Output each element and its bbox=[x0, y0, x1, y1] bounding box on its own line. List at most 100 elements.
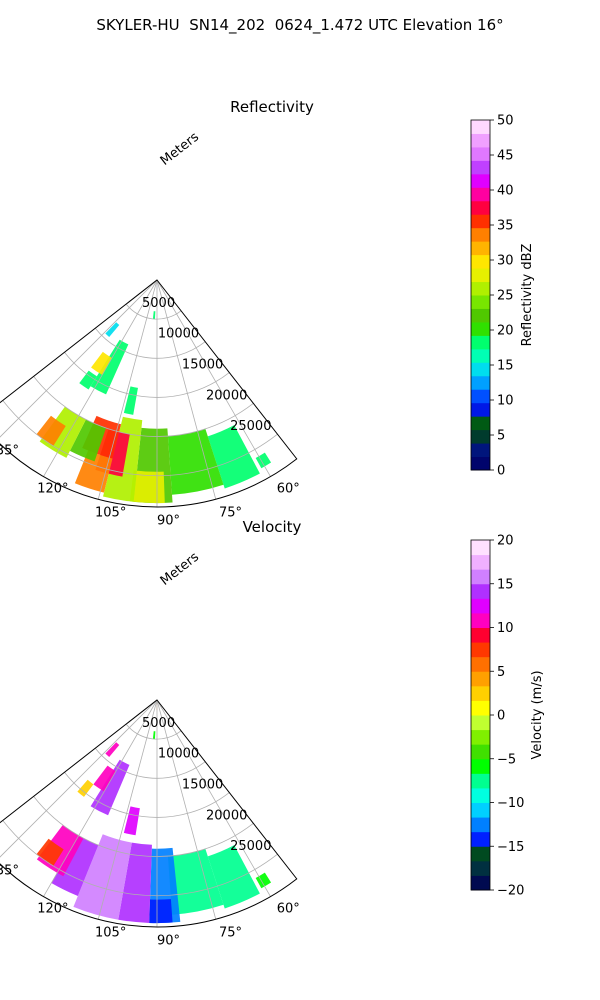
velocity-azimuth-ticks: 60° 75° 90° 105° 120° 135° bbox=[0, 863, 300, 948]
colorbar-segment bbox=[471, 656, 490, 672]
colorbar-segment bbox=[471, 254, 490, 269]
colorbar-segment bbox=[471, 554, 490, 570]
velocity-panel-title: Velocity bbox=[243, 518, 302, 536]
colorbar-segment bbox=[471, 569, 490, 585]
azimuth-spoke bbox=[156, 699, 217, 920]
colorbar-segment bbox=[471, 268, 490, 283]
range-tick-label: 5000 bbox=[142, 716, 175, 731]
echo-region bbox=[123, 806, 140, 836]
azimuth-spoke bbox=[43, 699, 158, 897]
colorbar-segment bbox=[471, 416, 490, 431]
colorbar-segment bbox=[471, 846, 490, 862]
azimuth-spoke bbox=[97, 279, 158, 500]
colorbar-segment bbox=[471, 860, 490, 876]
echo-region bbox=[105, 322, 120, 337]
azimuth-tick-label: 120° bbox=[37, 901, 68, 916]
colorbar-tick-label: −5 bbox=[497, 752, 516, 767]
colorbar-tick-label: −20 bbox=[497, 884, 524, 899]
colorbar-segment bbox=[471, 642, 490, 658]
azimuth-tick-label: 90° bbox=[157, 934, 180, 949]
colorbar-segment bbox=[471, 214, 490, 229]
echo-region bbox=[152, 311, 156, 320]
reflectivity-azimuth-ticks: 60° 75° 90° 105° 120° 135° bbox=[0, 443, 300, 528]
echo-region bbox=[93, 765, 116, 792]
colorbar-tick-label: 40 bbox=[497, 184, 514, 199]
colorbar-segment bbox=[471, 773, 490, 789]
colorbar-segment bbox=[471, 627, 490, 643]
range-ring bbox=[33, 376, 254, 437]
colorbar-tick-label: 0 bbox=[497, 709, 505, 724]
echo-region bbox=[152, 731, 156, 740]
range-tick-label: 25000 bbox=[230, 839, 271, 854]
colorbar-segment bbox=[471, 787, 490, 803]
range-ring bbox=[2, 820, 278, 897]
colorbar-tick-label: 5 bbox=[497, 665, 505, 680]
echo-region bbox=[207, 425, 260, 489]
colorbar-segment bbox=[471, 348, 490, 363]
colorbar-tick-label: 5 bbox=[497, 429, 505, 444]
echo-region bbox=[167, 848, 224, 915]
azimuth-tick-label: 75° bbox=[219, 925, 242, 940]
velocity-panel: Velocity 5000 10000 15000 20000 25000 60° 75°… bbox=[0, 518, 545, 949]
echo-region bbox=[91, 351, 112, 375]
colorbar-segment bbox=[471, 120, 490, 134]
reflectivity-panel: Reflectivity 5000 10000 15000 20000 25000 60… bbox=[0, 98, 535, 529]
colorbar-segment bbox=[471, 187, 490, 202]
colorbar-tick-label: 20 bbox=[497, 534, 514, 549]
reflectivity-range-axis-label: Meters bbox=[158, 130, 202, 169]
colorbar-segment bbox=[471, 583, 490, 599]
reflectivity-grid bbox=[0, 279, 278, 507]
colorbar-tick-label: 15 bbox=[497, 577, 514, 592]
azimuth-tick-label: 135° bbox=[0, 863, 19, 878]
colorbar-segment bbox=[471, 321, 490, 336]
range-ring bbox=[64, 772, 230, 818]
azimuth-spoke bbox=[156, 699, 271, 897]
azimuth-spoke bbox=[0, 279, 158, 438]
velocity-grid bbox=[0, 699, 278, 927]
reflectivity-range-ticks: 5000 10000 15000 20000 25000 bbox=[142, 296, 271, 434]
echo-region bbox=[255, 452, 272, 469]
colorbar-segment bbox=[471, 335, 490, 350]
echo-region bbox=[129, 470, 165, 504]
echo-region bbox=[90, 759, 130, 816]
azimuth-tick-label: 105° bbox=[95, 925, 126, 940]
colorbar-segment bbox=[471, 295, 490, 309]
colorbar-segment bbox=[471, 758, 490, 774]
velocity-colorbar-label: Velocity (m/s) bbox=[530, 670, 545, 759]
range-ring bbox=[125, 303, 182, 320]
reflectivity-colorbar: 0 5 10 15 20 25 30 35 40 45 50 bbox=[470, 114, 514, 479]
range-tick-label: 5000 bbox=[142, 296, 175, 311]
echo-region bbox=[69, 419, 107, 462]
colorbar-segment bbox=[471, 817, 490, 833]
azimuth-spoke bbox=[156, 279, 271, 477]
colorbar-segment bbox=[471, 875, 490, 891]
colorbar-segment bbox=[471, 146, 490, 161]
range-tick-label: 10000 bbox=[158, 747, 199, 762]
colorbar-segment bbox=[471, 281, 490, 296]
colorbar-segment bbox=[471, 375, 490, 390]
azimuth-tick-label: 75° bbox=[219, 505, 242, 520]
azimuth-spoke bbox=[97, 699, 158, 920]
colorbar-segment bbox=[471, 200, 490, 215]
colorbar-tick-label: −15 bbox=[497, 840, 524, 855]
echo-region bbox=[167, 428, 224, 495]
colorbar-tick-label: 45 bbox=[497, 149, 514, 164]
velocity-sector-frame bbox=[0, 699, 298, 928]
azimuth-spoke bbox=[0, 699, 158, 858]
velocity-range-ticks: 5000 10000 15000 20000 25000 bbox=[142, 716, 271, 854]
colorbar-segment bbox=[471, 671, 490, 687]
colorbar-tick-label: 0 bbox=[497, 464, 505, 479]
range-ring bbox=[33, 796, 254, 857]
azimuth-spoke bbox=[156, 279, 217, 500]
range-tick-label: 15000 bbox=[182, 778, 223, 793]
colorbar-tick-label: 15 bbox=[497, 359, 514, 374]
echo-region bbox=[36, 415, 66, 446]
velocity-colorbar: −20 −15 −10 −5 0 5 10 15 20 bbox=[470, 534, 524, 899]
range-tick-label: 25000 bbox=[230, 419, 271, 434]
echo-region bbox=[207, 845, 260, 909]
colorbar-tick-label: 20 bbox=[497, 324, 514, 339]
colorbar-segment bbox=[471, 362, 490, 377]
sector-outline bbox=[0, 699, 298, 928]
range-ring bbox=[95, 747, 206, 779]
colorbar-segment bbox=[471, 241, 490, 256]
